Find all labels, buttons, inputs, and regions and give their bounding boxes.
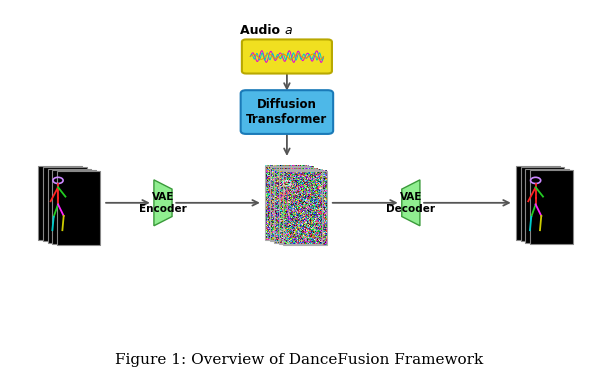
FancyBboxPatch shape (43, 167, 87, 241)
Text: a: a (285, 24, 292, 37)
FancyBboxPatch shape (525, 168, 569, 243)
FancyBboxPatch shape (516, 166, 560, 240)
Text: VAE
Encoder: VAE Encoder (139, 192, 187, 214)
FancyBboxPatch shape (38, 166, 82, 240)
Polygon shape (154, 180, 172, 226)
FancyBboxPatch shape (521, 167, 564, 241)
Polygon shape (402, 180, 420, 226)
FancyBboxPatch shape (242, 39, 332, 74)
FancyBboxPatch shape (530, 170, 573, 244)
Text: Audio: Audio (240, 24, 284, 37)
FancyBboxPatch shape (240, 90, 333, 134)
FancyBboxPatch shape (57, 171, 100, 246)
Text: Diffusion
Transformer: Diffusion Transformer (246, 98, 328, 126)
FancyBboxPatch shape (47, 168, 91, 243)
Text: Figure 1: Overview of DanceFusion Framework: Figure 1: Overview of DanceFusion Framew… (115, 353, 483, 367)
FancyBboxPatch shape (52, 170, 96, 244)
Text: VAE
Decoder: VAE Decoder (386, 192, 435, 214)
